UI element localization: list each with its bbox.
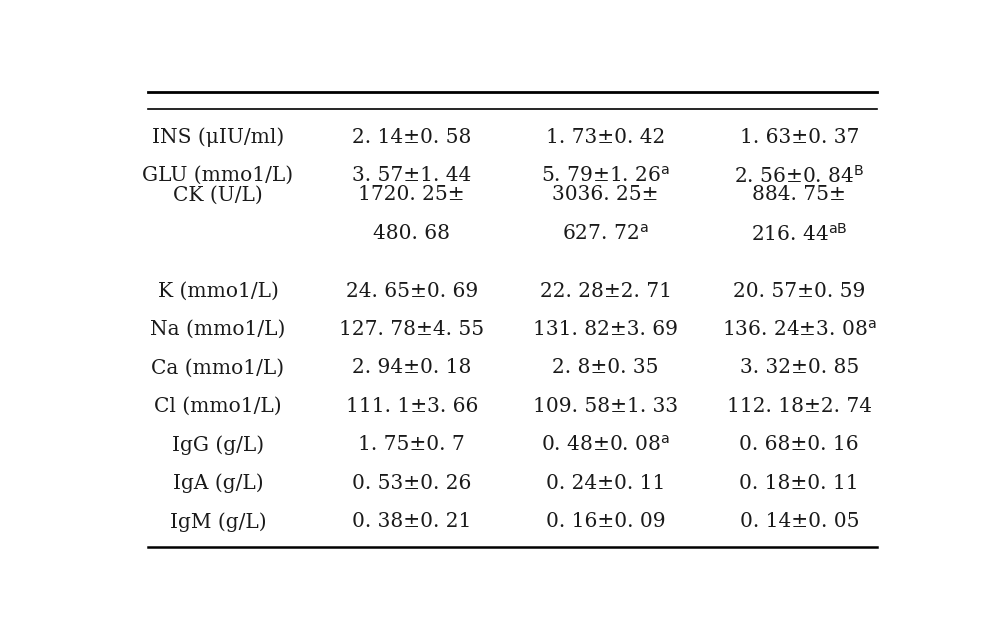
Text: 1. 73±0. 42: 1. 73±0. 42: [546, 128, 665, 147]
Text: 136. 24±3. 08$^{\rm a}$: 136. 24±3. 08$^{\rm a}$: [722, 319, 877, 339]
Text: 884. 75±: 884. 75±: [752, 185, 846, 205]
Text: 22. 28±2. 71: 22. 28±2. 71: [540, 281, 672, 301]
Text: IgG (g/L): IgG (g/L): [172, 435, 264, 455]
Text: 0. 16±0. 09: 0. 16±0. 09: [546, 512, 665, 531]
Text: 1720. 25±: 1720. 25±: [358, 185, 465, 205]
Text: 1. 75±0. 7: 1. 75±0. 7: [358, 436, 465, 454]
Text: 0. 14±0. 05: 0. 14±0. 05: [740, 512, 859, 531]
Text: Ca (mmo1/L): Ca (mmo1/L): [151, 358, 285, 378]
Text: 2. 56±0. 84$^{\rm B}$: 2. 56±0. 84$^{\rm B}$: [734, 165, 864, 187]
Text: 480. 68: 480. 68: [373, 224, 450, 243]
Text: 2. 8±0. 35: 2. 8±0. 35: [552, 358, 659, 378]
Text: 5. 79±1. 26$^{\rm a}$: 5. 79±1. 26$^{\rm a}$: [541, 166, 670, 186]
Text: 131. 82±3. 69: 131. 82±3. 69: [533, 320, 678, 339]
Text: 3. 32±0. 85: 3. 32±0. 85: [740, 358, 859, 378]
Text: CK (U/L): CK (U/L): [173, 185, 263, 205]
Text: 0. 53±0. 26: 0. 53±0. 26: [352, 474, 471, 493]
Text: 24. 65±0. 69: 24. 65±0. 69: [346, 281, 478, 301]
Text: 627. 72$^{\rm a}$: 627. 72$^{\rm a}$: [562, 223, 649, 243]
Text: 0. 24±0. 11: 0. 24±0. 11: [546, 474, 665, 493]
Text: 112. 18±2. 74: 112. 18±2. 74: [727, 397, 872, 416]
Text: 111. 1±3. 66: 111. 1±3. 66: [346, 397, 478, 416]
Text: 127. 78±4. 55: 127. 78±4. 55: [339, 320, 484, 339]
Text: 0. 18±0. 11: 0. 18±0. 11: [739, 474, 859, 493]
Text: 0. 38±0. 21: 0. 38±0. 21: [352, 512, 471, 531]
Text: IgM (g/L): IgM (g/L): [170, 512, 266, 532]
Text: 216. 44$^{\rm aB}$: 216. 44$^{\rm aB}$: [751, 223, 847, 245]
Text: 109. 58±1. 33: 109. 58±1. 33: [533, 397, 678, 416]
Text: Na (mmo1/L): Na (mmo1/L): [150, 320, 286, 339]
Text: GLU (mmo1/L): GLU (mmo1/L): [142, 166, 294, 185]
Text: IgA (g/L): IgA (g/L): [173, 474, 263, 493]
Text: Cl (mmo1/L): Cl (mmo1/L): [154, 397, 282, 416]
Text: 2. 14±0. 58: 2. 14±0. 58: [352, 128, 471, 147]
Text: K (mmo1/L): K (mmo1/L): [158, 281, 278, 301]
Text: 0. 68±0. 16: 0. 68±0. 16: [739, 436, 859, 454]
Text: 2. 94±0. 18: 2. 94±0. 18: [352, 358, 471, 378]
Text: INS (μIU/ml): INS (μIU/ml): [152, 127, 284, 147]
Text: 3036. 25±: 3036. 25±: [552, 185, 659, 205]
Text: 0. 48±0. 08$^{\rm a}$: 0. 48±0. 08$^{\rm a}$: [541, 435, 670, 455]
Text: 3. 57±1. 44: 3. 57±1. 44: [352, 166, 471, 185]
Text: 20. 57±0. 59: 20. 57±0. 59: [733, 281, 865, 301]
Text: 1. 63±0. 37: 1. 63±0. 37: [740, 128, 859, 147]
